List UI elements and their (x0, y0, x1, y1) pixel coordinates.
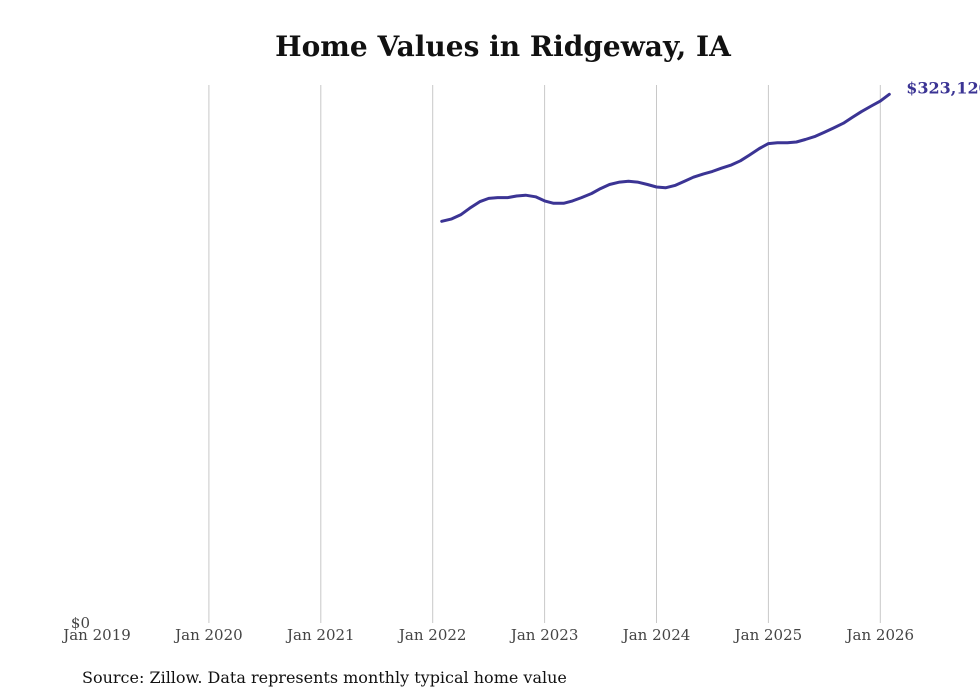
x-tick-label: Jan 2023 (509, 626, 579, 644)
x-tick-label: Jan 2024 (621, 626, 691, 644)
series-line (440, 92, 891, 223)
chart-title: Home Values in Ridgeway, IA (275, 30, 731, 63)
y-axis-zero-label: $0 (71, 614, 90, 632)
end-value-label: $323,120 (906, 78, 980, 97)
source-note: Source: Zillow. Data represents monthly … (82, 668, 567, 687)
x-tick-label: Jan 2025 (733, 626, 803, 644)
x-tick-label: Jan 2020 (173, 626, 243, 644)
x-axis-ticks: Jan 2019 Jan 2020 Jan 2021 Jan 2022 Jan 2023… (61, 626, 914, 644)
grid-lines (208, 85, 881, 623)
x-tick-label: Jan 2026 (845, 626, 915, 644)
x-tick-label: Jan 2021 (285, 626, 355, 644)
x-tick-label: Jan 2019 (61, 626, 131, 644)
x-tick-label: Jan 2022 (397, 626, 467, 644)
